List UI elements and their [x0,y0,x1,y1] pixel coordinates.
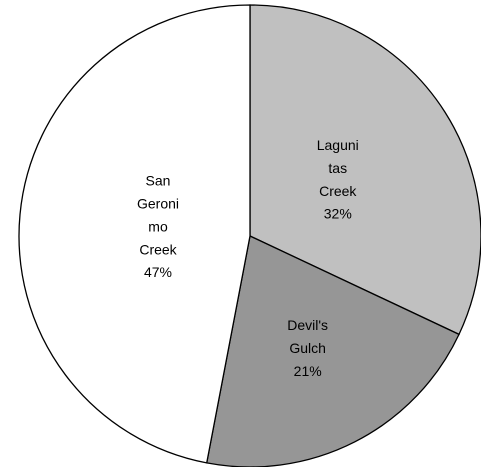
slice-value-label: 32% [324,206,352,222]
slice-label: San Geroni mo Creek [137,172,179,257]
slice-label: Devil's Gulch [287,317,328,356]
slice-value-label: 47% [144,264,172,280]
slice-label: Laguni tas Creek [317,137,359,199]
pie-slice [18,4,251,464]
pie-slice [249,4,481,336]
slice-value-label: 21% [294,363,322,379]
